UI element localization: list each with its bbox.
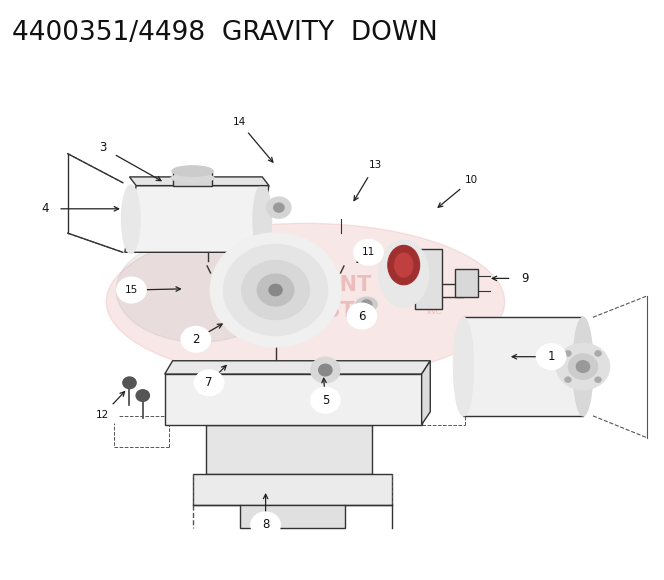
FancyBboxPatch shape <box>173 171 212 186</box>
Circle shape <box>595 350 602 356</box>
Text: SPECIALISTS: SPECIALISTS <box>221 302 370 321</box>
Circle shape <box>361 153 390 178</box>
Circle shape <box>251 512 280 538</box>
Ellipse shape <box>378 240 428 307</box>
Text: 7: 7 <box>205 376 213 389</box>
Text: 14: 14 <box>232 117 246 127</box>
Circle shape <box>564 350 571 356</box>
Circle shape <box>242 260 309 320</box>
Circle shape <box>510 266 539 291</box>
Circle shape <box>354 240 383 265</box>
Circle shape <box>267 197 291 218</box>
Ellipse shape <box>122 185 140 253</box>
Polygon shape <box>129 177 269 186</box>
Ellipse shape <box>172 166 213 176</box>
Polygon shape <box>422 361 430 425</box>
Circle shape <box>361 300 372 309</box>
Text: INC: INC <box>426 307 442 316</box>
Circle shape <box>319 364 332 376</box>
Circle shape <box>210 233 341 347</box>
Text: 12: 12 <box>96 409 110 420</box>
Text: 15: 15 <box>125 285 138 295</box>
Circle shape <box>181 327 210 352</box>
Circle shape <box>564 377 571 383</box>
Polygon shape <box>193 474 392 505</box>
Text: 8: 8 <box>262 519 270 531</box>
Text: 10: 10 <box>465 175 478 185</box>
Polygon shape <box>206 425 372 474</box>
Text: 11: 11 <box>362 247 375 258</box>
Text: 3: 3 <box>99 142 107 154</box>
Text: 4: 4 <box>41 202 49 215</box>
Circle shape <box>537 344 566 369</box>
Text: 5: 5 <box>321 394 329 407</box>
Ellipse shape <box>573 317 593 416</box>
Circle shape <box>88 402 118 427</box>
Circle shape <box>311 387 340 413</box>
Polygon shape <box>463 317 583 416</box>
Polygon shape <box>455 269 478 297</box>
Text: 4400351/4498  GRAVITY  DOWN: 4400351/4498 GRAVITY DOWN <box>12 20 438 46</box>
Circle shape <box>195 370 224 396</box>
Circle shape <box>117 277 146 303</box>
Circle shape <box>258 274 293 306</box>
Ellipse shape <box>454 317 473 416</box>
Text: EQUIPMENT: EQUIPMENT <box>233 276 371 295</box>
Polygon shape <box>165 361 430 374</box>
Circle shape <box>224 245 327 335</box>
Circle shape <box>136 390 149 401</box>
Circle shape <box>224 109 254 135</box>
Circle shape <box>568 354 598 379</box>
Circle shape <box>269 284 282 296</box>
Ellipse shape <box>394 253 413 277</box>
Circle shape <box>556 343 610 390</box>
Text: 2: 2 <box>192 333 200 346</box>
Polygon shape <box>165 374 422 425</box>
Ellipse shape <box>171 174 214 182</box>
Text: 6: 6 <box>358 310 366 322</box>
Ellipse shape <box>253 185 272 253</box>
Circle shape <box>123 377 136 389</box>
Circle shape <box>311 357 340 383</box>
Text: 1: 1 <box>547 350 555 363</box>
Ellipse shape <box>116 238 282 342</box>
Polygon shape <box>125 186 269 252</box>
Circle shape <box>457 167 486 193</box>
Circle shape <box>595 377 602 383</box>
Circle shape <box>88 135 118 161</box>
Circle shape <box>31 196 60 222</box>
Ellipse shape <box>106 223 505 380</box>
Ellipse shape <box>388 245 420 285</box>
Text: 13: 13 <box>369 160 382 171</box>
Polygon shape <box>240 505 345 528</box>
Text: 9: 9 <box>521 272 529 285</box>
Circle shape <box>576 361 590 372</box>
Ellipse shape <box>356 297 377 312</box>
Circle shape <box>347 303 376 329</box>
Polygon shape <box>415 249 442 309</box>
Circle shape <box>274 203 284 212</box>
